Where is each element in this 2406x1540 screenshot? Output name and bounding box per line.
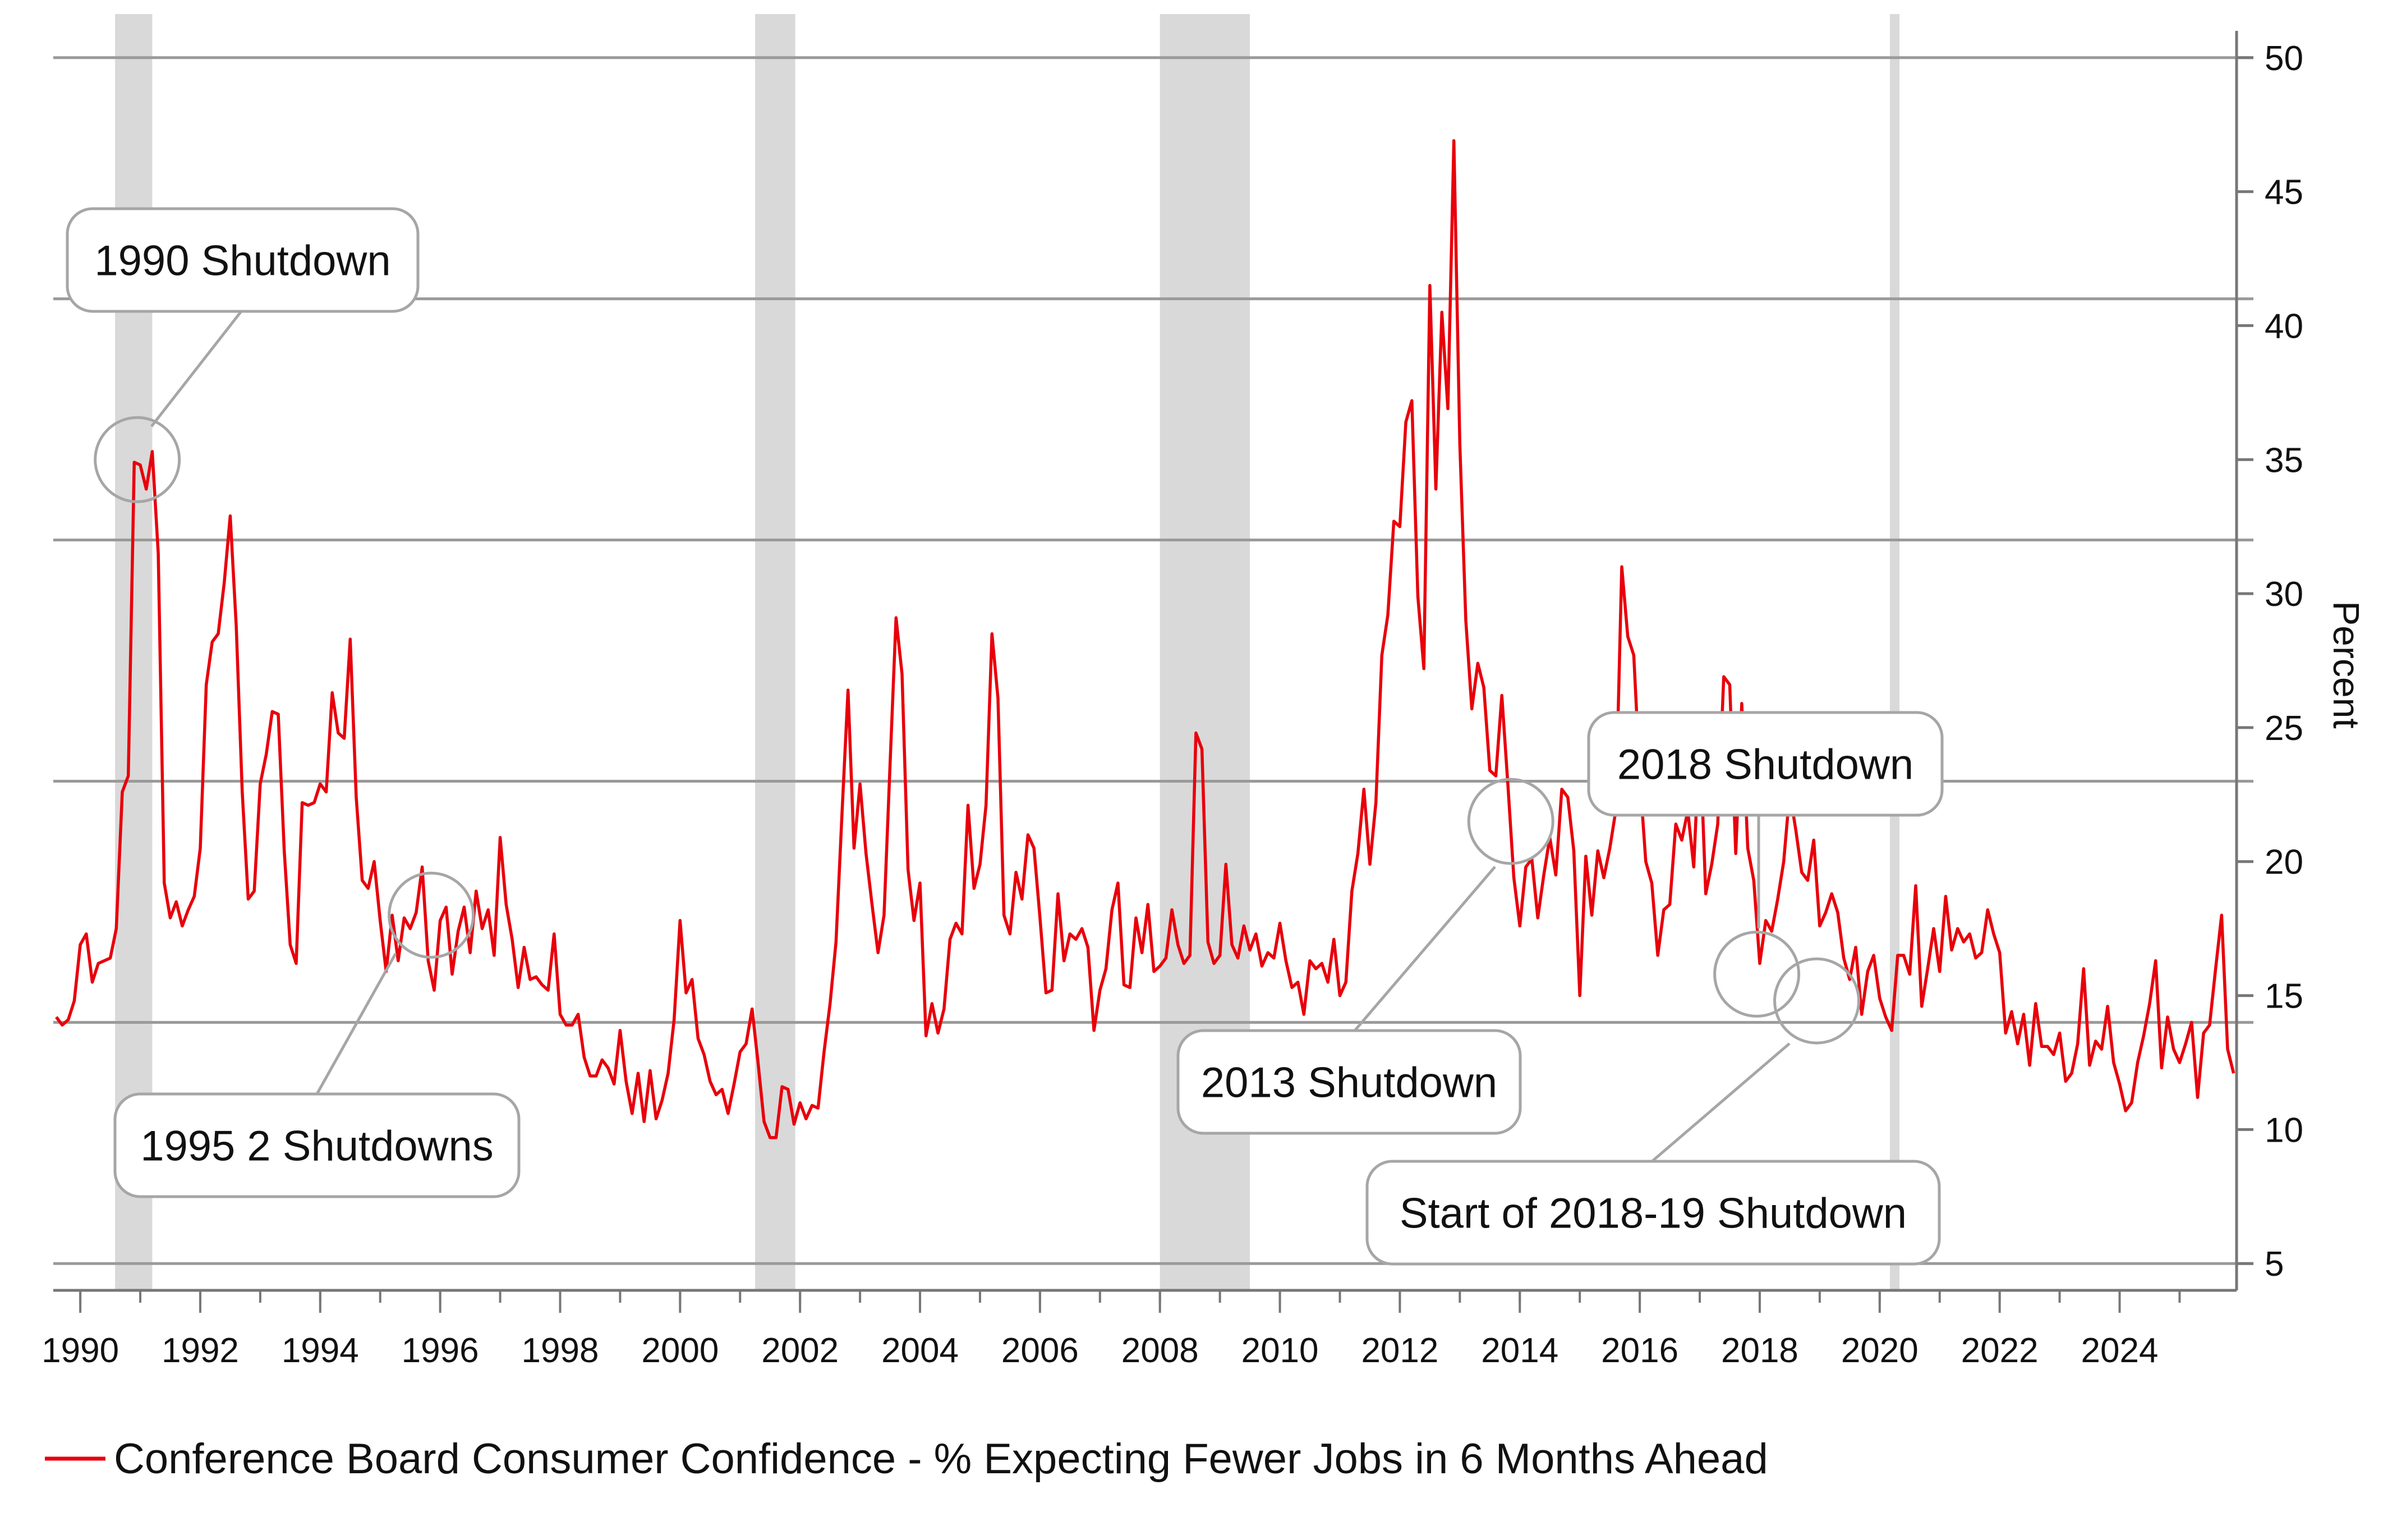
x-tick-label: 2010 <box>1241 1331 1319 1370</box>
x-tick-label: 1994 <box>282 1331 359 1370</box>
x-tick-label: 2016 <box>1601 1331 1678 1370</box>
annotation-connector <box>150 310 242 427</box>
recession-band <box>1889 14 1900 1290</box>
x-tick-label: 2022 <box>1961 1331 2039 1370</box>
annotation-box <box>113 1092 521 1198</box>
x-tick-label: 1990 <box>42 1331 119 1370</box>
annotation-circle <box>94 416 181 503</box>
annotation-connector <box>1651 1042 1791 1162</box>
x-tick-label: 1992 <box>162 1331 239 1370</box>
y-tick-label: 20 <box>2265 843 2303 882</box>
annotation-label: Start of 2018-19 Shutdown <box>1400 1190 1907 1238</box>
x-tick-label: 2000 <box>641 1331 719 1370</box>
x-tick-label: 2008 <box>1121 1331 1199 1370</box>
y-tick-label: 30 <box>2265 575 2303 614</box>
x-tick-label: 2018 <box>1721 1331 1798 1370</box>
annotation-connector <box>315 953 397 1095</box>
y-tick-label: 10 <box>2265 1111 2303 1150</box>
y-tick-label: 15 <box>2265 977 2303 1016</box>
x-tick-label: 1996 <box>402 1331 479 1370</box>
x-tick-label: 2024 <box>2081 1331 2159 1370</box>
legend-label: Conference Board Consumer Confidence - %… <box>114 1435 1768 1483</box>
x-tick-label: 2002 <box>761 1331 839 1370</box>
annotation-label: 2018 Shutdown <box>1617 741 1913 789</box>
x-ticks: 1990 1992 1994 1996 1998 2000 2002 2004 2006 2008… <box>42 1290 2181 1370</box>
y-ticks: 5 10 15 20 25 30 35 40 45 50 <box>2237 39 2303 1284</box>
annotation-circle <box>388 871 475 959</box>
annotation-box <box>1587 711 1944 817</box>
y-axis-title: Percent <box>2326 601 2367 728</box>
annotation-label: 1990 Shutdown <box>94 237 390 285</box>
annotation-circle <box>1713 930 1801 1018</box>
x-tick-label: 2014 <box>1481 1331 1558 1370</box>
y-tick-label: 25 <box>2265 709 2303 748</box>
annotation-label: 2013 Shutdown <box>1201 1059 1497 1107</box>
x-tick-label: 2020 <box>1841 1331 1919 1370</box>
annotation-circle <box>1773 957 1861 1045</box>
annotation-box <box>1176 1029 1522 1135</box>
annotation-circle <box>1467 778 1554 865</box>
y-tick-label: 35 <box>2265 441 2303 480</box>
series-line <box>55 139 2235 1139</box>
y-tick-label: 50 <box>2265 39 2303 78</box>
y-tick-label: 5 <box>2265 1245 2284 1284</box>
recession-band <box>755 14 795 1290</box>
annotation-label: 1995 2 Shutdowns <box>140 1123 494 1170</box>
annotations: 1990 Shutdown 1995 2 Shutdowns 2013 Shutdo… <box>66 207 1944 1266</box>
annotation-box <box>1365 1160 1941 1266</box>
x-tick-label: 1998 <box>522 1331 599 1370</box>
y-tick-label: 45 <box>2265 173 2303 212</box>
annotation-box <box>66 207 420 313</box>
axes <box>53 31 2238 1292</box>
legend: Conference Board Consumer Confidence - %… <box>45 1435 1768 1483</box>
annotation-connector <box>1354 866 1496 1032</box>
x-tick-label: 2006 <box>1001 1331 1079 1370</box>
y-tick-label: 40 <box>2265 307 2303 346</box>
x-tick-label: 2012 <box>1361 1331 1438 1370</box>
series-lines <box>55 139 2235 1139</box>
x-tick-label: 2004 <box>881 1331 959 1370</box>
